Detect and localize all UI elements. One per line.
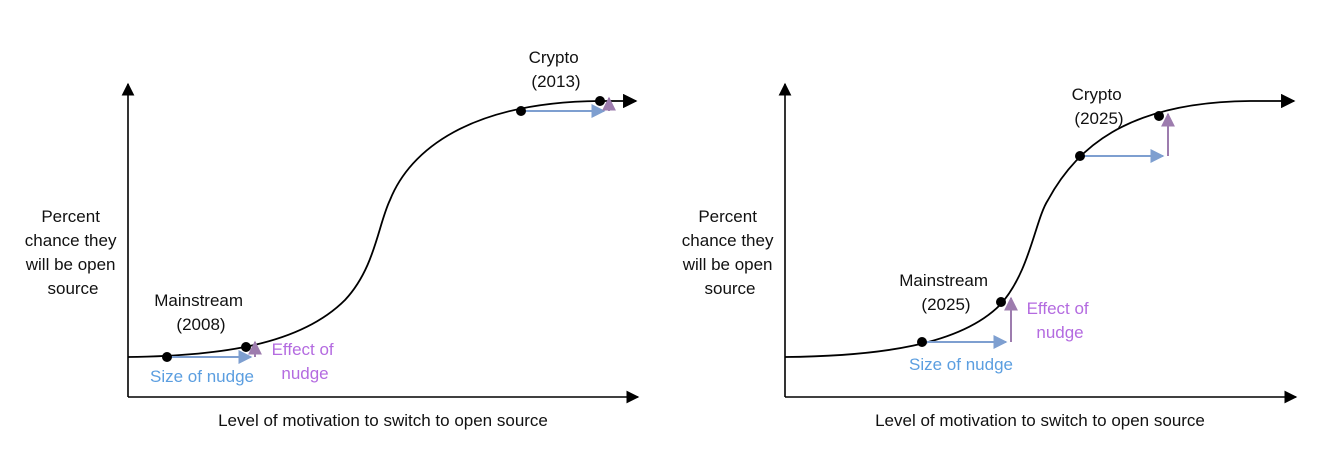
size-of-nudge-label: Size of nudge [150,367,254,386]
y-axis-label: Percent chance they will be open source [25,207,121,298]
crypto-label: Crypto (2025) [1072,85,1127,128]
mainstream-end-point [241,342,251,352]
mainstream-end-point [996,297,1006,307]
mainstream-start-point [162,352,172,362]
x-axis-label: Level of motivation to switch to open so… [218,411,548,430]
panel-left: Percent chance they will be open source … [25,48,640,430]
mainstream-label: Mainstream (2008) [154,291,248,334]
x-axis-label: Level of motivation to switch to open so… [875,411,1205,430]
crypto-start-point [516,106,526,116]
size-of-nudge-label: Size of nudge [909,355,1013,374]
mainstream-label: Mainstream (2025) [899,271,993,314]
mainstream-start-point [917,337,927,347]
effect-of-nudge-label: Effect of nudge [272,340,339,383]
panel-right: Percent chance they will be open source … [682,82,1298,430]
y-axis-label: Percent chance they will be open source [682,207,778,298]
crypto-end-point [1154,111,1164,121]
effect-of-nudge-label: Effect of nudge [1027,299,1094,342]
crypto-start-point [1075,151,1085,161]
crypto-end-point [595,96,605,106]
adoption-curve [784,93,1296,358]
crypto-label: Crypto (2013) [529,48,584,91]
